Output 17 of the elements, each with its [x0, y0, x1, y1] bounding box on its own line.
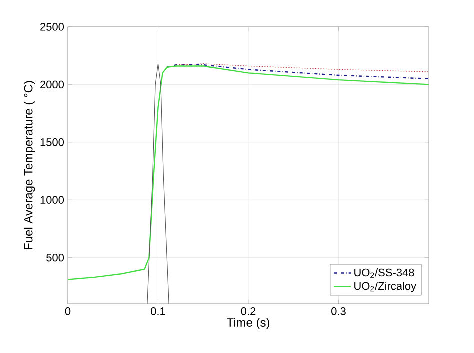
- x-tick-label: 0.1: [151, 308, 166, 316]
- y-tick-label: 2000: [40, 80, 64, 89]
- legend-label: UO$_{2}$/SS-348: [354, 268, 414, 278]
- line-series: [147, 64, 170, 304]
- line-series: [176, 64, 429, 72]
- y-tick-label: 500: [46, 254, 64, 262]
- y-tick-label: 1500: [40, 138, 64, 146]
- legend-label: UO$_{2}$/Zircaloy: [354, 282, 417, 292]
- x-axis-title: Time (s): [226, 318, 270, 330]
- x-tick-label: 0.2: [241, 308, 256, 316]
- line-series: [68, 66, 429, 280]
- y-tick-label: 2500: [40, 23, 64, 31]
- y-tick-label: 1000: [40, 196, 64, 204]
- y-axis-title: Fuel Average Temperature ( °C): [24, 81, 36, 250]
- line-series: [166, 64, 429, 80]
- x-tick-label: 0.3: [332, 308, 346, 316]
- x-tick-label: 0: [65, 308, 71, 316]
